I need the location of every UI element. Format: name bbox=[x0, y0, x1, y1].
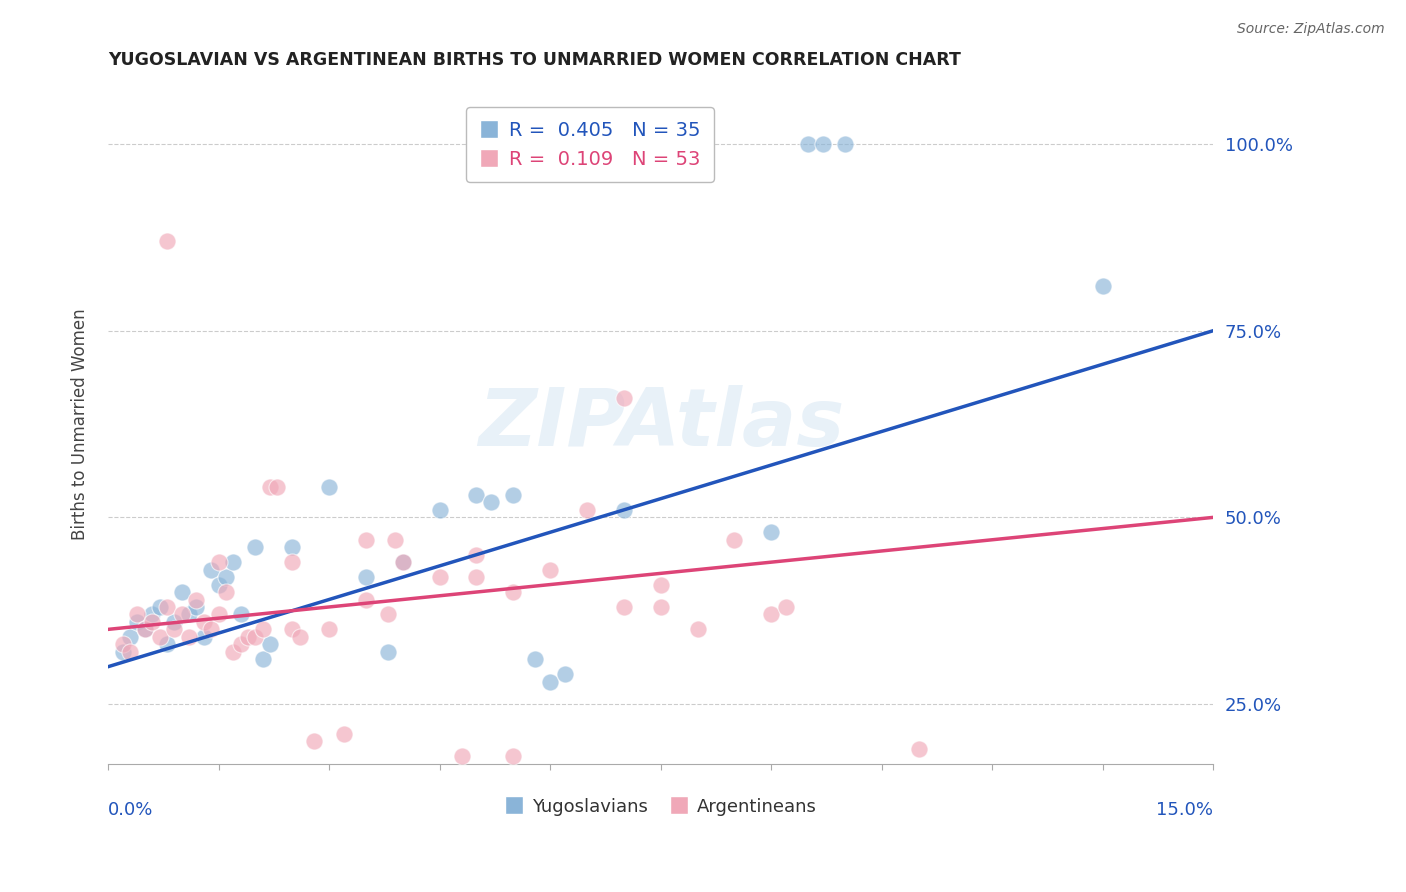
Point bbox=[429, 503, 451, 517]
Point bbox=[156, 637, 179, 651]
Legend: Yugoslavians, Argentineans: Yugoslavians, Argentineans bbox=[498, 790, 824, 822]
Point bbox=[502, 488, 524, 502]
Point bbox=[134, 623, 156, 637]
Point bbox=[384, 533, 406, 547]
Point bbox=[288, 630, 311, 644]
Point bbox=[177, 607, 200, 622]
Point bbox=[266, 480, 288, 494]
Point bbox=[193, 615, 215, 629]
Point bbox=[156, 599, 179, 614]
Point bbox=[120, 630, 142, 644]
Point bbox=[318, 623, 340, 637]
Text: ZIPAtlas: ZIPAtlas bbox=[478, 385, 844, 463]
Point bbox=[538, 674, 561, 689]
Point bbox=[120, 645, 142, 659]
Point bbox=[761, 607, 783, 622]
Point bbox=[465, 570, 488, 584]
Point bbox=[156, 234, 179, 248]
Point bbox=[538, 563, 561, 577]
Point bbox=[686, 623, 709, 637]
Point bbox=[761, 525, 783, 540]
Point bbox=[429, 570, 451, 584]
Point bbox=[502, 585, 524, 599]
Point bbox=[186, 592, 208, 607]
Point bbox=[252, 623, 274, 637]
Point bbox=[391, 555, 413, 569]
Point bbox=[502, 749, 524, 764]
Point bbox=[1091, 278, 1114, 293]
Point bbox=[229, 637, 252, 651]
Point bbox=[524, 652, 547, 666]
Point bbox=[377, 607, 399, 622]
Point bbox=[576, 503, 599, 517]
Point bbox=[613, 599, 636, 614]
Point bbox=[207, 555, 229, 569]
Point bbox=[170, 607, 193, 622]
Point bbox=[193, 630, 215, 644]
Point bbox=[134, 623, 156, 637]
Point bbox=[377, 645, 399, 659]
Point bbox=[354, 592, 377, 607]
Point bbox=[252, 652, 274, 666]
Point bbox=[163, 615, 186, 629]
Point bbox=[215, 585, 238, 599]
Point bbox=[200, 623, 222, 637]
Point bbox=[111, 637, 134, 651]
Point bbox=[465, 488, 488, 502]
Point bbox=[111, 645, 134, 659]
Point bbox=[318, 480, 340, 494]
Point bbox=[148, 630, 170, 644]
Point bbox=[354, 570, 377, 584]
Point bbox=[333, 727, 356, 741]
Point bbox=[650, 577, 672, 591]
Point bbox=[907, 742, 929, 756]
Point bbox=[281, 555, 304, 569]
Point bbox=[229, 607, 252, 622]
Point bbox=[259, 480, 281, 494]
Point bbox=[141, 607, 163, 622]
Point bbox=[775, 599, 797, 614]
Point bbox=[186, 599, 208, 614]
Point bbox=[148, 599, 170, 614]
Point bbox=[479, 495, 502, 509]
Point bbox=[236, 630, 259, 644]
Point bbox=[834, 136, 856, 151]
Point bbox=[723, 533, 745, 547]
Point bbox=[207, 577, 229, 591]
Point bbox=[650, 599, 672, 614]
Point bbox=[391, 555, 413, 569]
Text: Source: ZipAtlas.com: Source: ZipAtlas.com bbox=[1237, 22, 1385, 37]
Point bbox=[613, 503, 636, 517]
Point bbox=[215, 570, 238, 584]
Point bbox=[354, 533, 377, 547]
Point bbox=[222, 645, 245, 659]
Point bbox=[450, 749, 472, 764]
Point bbox=[200, 563, 222, 577]
Point bbox=[304, 734, 326, 748]
Point bbox=[163, 623, 186, 637]
Point bbox=[245, 540, 267, 554]
Point bbox=[222, 555, 245, 569]
Point bbox=[259, 637, 281, 651]
Point bbox=[613, 391, 636, 405]
Point bbox=[207, 607, 229, 622]
Point bbox=[811, 136, 834, 151]
Point bbox=[170, 585, 193, 599]
Y-axis label: Births to Unmarried Women: Births to Unmarried Women bbox=[72, 308, 89, 540]
Point bbox=[465, 548, 488, 562]
Point bbox=[141, 615, 163, 629]
Text: 15.0%: 15.0% bbox=[1157, 801, 1213, 819]
Point bbox=[281, 540, 304, 554]
Point bbox=[554, 667, 576, 681]
Point bbox=[245, 630, 267, 644]
Point bbox=[281, 623, 304, 637]
Text: YUGOSLAVIAN VS ARGENTINEAN BIRTHS TO UNMARRIED WOMEN CORRELATION CHART: YUGOSLAVIAN VS ARGENTINEAN BIRTHS TO UNM… bbox=[108, 51, 960, 69]
Point bbox=[127, 615, 149, 629]
Text: 0.0%: 0.0% bbox=[108, 801, 153, 819]
Point bbox=[797, 136, 820, 151]
Point bbox=[177, 630, 200, 644]
Point bbox=[127, 607, 149, 622]
